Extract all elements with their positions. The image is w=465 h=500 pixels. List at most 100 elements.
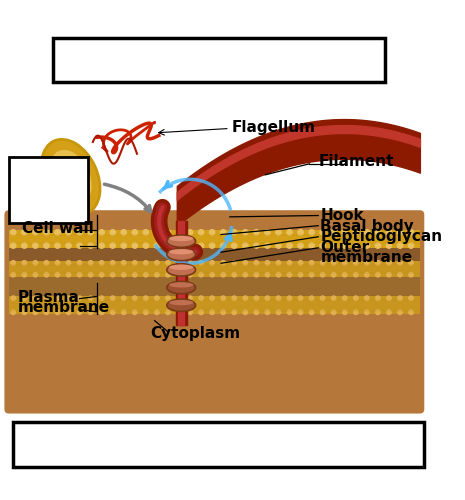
Circle shape: [376, 272, 380, 277]
Circle shape: [287, 230, 292, 235]
Circle shape: [276, 272, 281, 277]
Circle shape: [11, 230, 16, 235]
Circle shape: [320, 230, 325, 235]
Circle shape: [309, 230, 314, 235]
Circle shape: [11, 243, 16, 248]
Circle shape: [166, 296, 170, 300]
Circle shape: [55, 260, 60, 265]
Circle shape: [387, 272, 391, 277]
Circle shape: [343, 272, 347, 277]
FancyBboxPatch shape: [9, 230, 420, 248]
Text: membrane: membrane: [18, 300, 110, 314]
Circle shape: [155, 310, 159, 314]
Circle shape: [320, 310, 325, 314]
Bar: [9, 157, 88, 224]
Circle shape: [398, 260, 402, 265]
Circle shape: [177, 310, 181, 314]
Circle shape: [409, 260, 413, 265]
Circle shape: [409, 272, 413, 277]
Circle shape: [55, 243, 60, 248]
Circle shape: [99, 230, 104, 235]
Circle shape: [232, 230, 237, 235]
Circle shape: [111, 296, 115, 300]
Circle shape: [166, 310, 170, 314]
Circle shape: [11, 296, 15, 300]
Circle shape: [66, 310, 71, 314]
Circle shape: [66, 272, 71, 277]
Circle shape: [154, 230, 159, 235]
Text: Flagellum: Flagellum: [232, 120, 316, 135]
Bar: [53, 38, 385, 82]
FancyBboxPatch shape: [5, 210, 424, 414]
FancyBboxPatch shape: [9, 276, 420, 296]
Circle shape: [199, 243, 204, 248]
Circle shape: [221, 296, 226, 300]
Circle shape: [177, 272, 181, 277]
Circle shape: [66, 243, 71, 248]
FancyBboxPatch shape: [9, 248, 420, 261]
Circle shape: [33, 310, 38, 314]
Circle shape: [276, 310, 281, 314]
Circle shape: [33, 260, 38, 265]
Circle shape: [287, 243, 292, 248]
Circle shape: [265, 260, 270, 265]
Circle shape: [44, 296, 49, 300]
Bar: [77, 174, 85, 182]
Circle shape: [287, 272, 292, 277]
Circle shape: [331, 230, 336, 235]
Ellipse shape: [41, 140, 100, 215]
Circle shape: [299, 260, 303, 265]
Ellipse shape: [167, 235, 196, 248]
Circle shape: [408, 230, 414, 235]
Ellipse shape: [169, 300, 193, 305]
Ellipse shape: [169, 249, 193, 254]
Circle shape: [365, 296, 369, 300]
FancyBboxPatch shape: [9, 261, 420, 276]
Circle shape: [176, 230, 182, 235]
Circle shape: [232, 243, 237, 248]
Circle shape: [220, 230, 226, 235]
Circle shape: [265, 272, 270, 277]
Circle shape: [221, 310, 226, 314]
Circle shape: [398, 272, 402, 277]
Circle shape: [132, 230, 138, 235]
Circle shape: [232, 260, 237, 265]
Circle shape: [298, 243, 303, 248]
Ellipse shape: [167, 264, 196, 276]
Ellipse shape: [167, 248, 196, 260]
Circle shape: [133, 310, 137, 314]
Circle shape: [232, 310, 237, 314]
Circle shape: [99, 243, 104, 248]
Circle shape: [22, 260, 27, 265]
Circle shape: [265, 296, 270, 300]
Circle shape: [364, 243, 370, 248]
Ellipse shape: [169, 282, 193, 288]
Circle shape: [232, 272, 237, 277]
Text: Hook: Hook: [320, 208, 364, 223]
Circle shape: [155, 272, 159, 277]
Circle shape: [44, 230, 49, 235]
Circle shape: [210, 260, 214, 265]
Circle shape: [375, 230, 380, 235]
Circle shape: [254, 243, 259, 248]
Circle shape: [33, 272, 38, 277]
Circle shape: [287, 296, 292, 300]
Circle shape: [121, 243, 126, 248]
Ellipse shape: [50, 150, 92, 204]
Circle shape: [188, 310, 192, 314]
Circle shape: [88, 272, 93, 277]
Circle shape: [254, 272, 259, 277]
Circle shape: [364, 230, 370, 235]
Circle shape: [376, 296, 380, 300]
Circle shape: [77, 260, 82, 265]
Circle shape: [77, 230, 82, 235]
Circle shape: [100, 272, 104, 277]
Circle shape: [110, 243, 115, 248]
Circle shape: [44, 260, 49, 265]
Circle shape: [387, 310, 391, 314]
Circle shape: [287, 260, 292, 265]
Circle shape: [100, 260, 104, 265]
Circle shape: [88, 230, 93, 235]
Circle shape: [187, 230, 193, 235]
Circle shape: [299, 296, 303, 300]
